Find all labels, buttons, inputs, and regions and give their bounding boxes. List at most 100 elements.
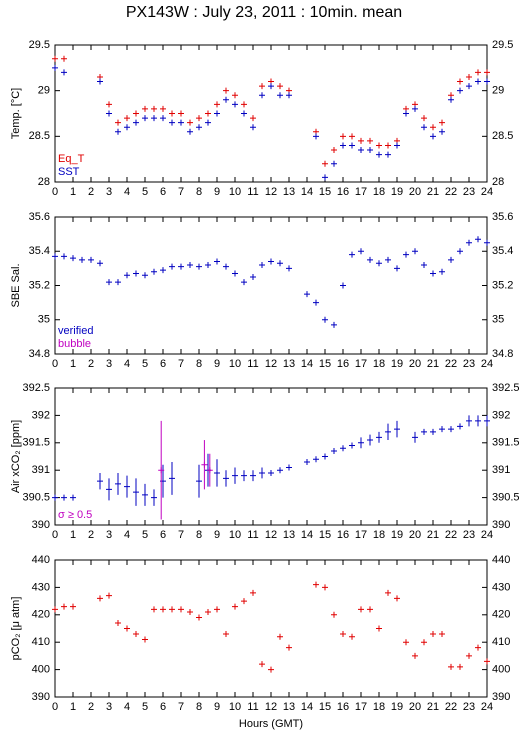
- point: [358, 606, 364, 613]
- x-tick-label: 12: [265, 358, 277, 370]
- y-axis-label: Air xCO₂ [ppm]: [10, 420, 22, 493]
- y-tick-label: 29: [38, 85, 50, 97]
- point: [115, 119, 121, 126]
- x-tick-label: 2: [88, 358, 94, 370]
- x-tick-label: 3: [106, 186, 112, 198]
- point: [115, 279, 121, 286]
- point: [313, 456, 319, 463]
- point: [457, 248, 463, 255]
- y-tick-label: 390: [32, 519, 50, 531]
- point: [412, 652, 418, 659]
- x-tick-label: 11: [247, 358, 258, 370]
- x-tick-label: 7: [178, 701, 184, 713]
- x-tick-label: 8: [196, 186, 202, 198]
- legend-entry: Eq_T: [58, 153, 85, 165]
- y-tick-label: 35.4: [29, 245, 50, 257]
- x-tick-label: 0: [52, 186, 58, 198]
- point: [331, 321, 337, 328]
- point: [241, 110, 247, 117]
- x-tick-label: 8: [196, 358, 202, 370]
- y-axis-label: SBE Sal.: [10, 263, 22, 307]
- x-tick-label: 14: [301, 358, 313, 370]
- point: [97, 595, 103, 602]
- point: [448, 256, 454, 263]
- point: [70, 255, 76, 262]
- x-tick-label: 2: [88, 529, 94, 541]
- point: [187, 609, 193, 616]
- x-tick-label: 17: [355, 186, 367, 198]
- x-tick-label: 15: [319, 701, 331, 713]
- y-tick-label: 400: [492, 664, 510, 676]
- x-tick-label: 7: [178, 529, 184, 541]
- point: [169, 606, 175, 613]
- point: [484, 239, 490, 246]
- point: [97, 78, 103, 85]
- point: [403, 639, 409, 646]
- point: [322, 453, 328, 460]
- point: [142, 491, 148, 498]
- point: [385, 589, 391, 596]
- point: [214, 258, 220, 265]
- x-tick-label: 17: [355, 701, 367, 713]
- point: [160, 115, 166, 122]
- y-tick-label: 420: [32, 609, 50, 621]
- x-tick-label: 3: [106, 358, 112, 370]
- point: [430, 270, 436, 277]
- point: [133, 110, 139, 117]
- x-tick-label: 21: [427, 701, 439, 713]
- point: [223, 630, 229, 637]
- x-tick-label: 4: [124, 529, 130, 541]
- x-tick-label: 16: [337, 358, 349, 370]
- point: [61, 253, 67, 260]
- point: [223, 475, 229, 482]
- point: [367, 606, 373, 613]
- x-tick-label: 10: [229, 186, 241, 198]
- x-tick-label: 20: [409, 358, 421, 370]
- point: [358, 137, 364, 144]
- point: [133, 630, 139, 637]
- point: [214, 110, 220, 117]
- point: [376, 260, 382, 267]
- plot-frame: [54, 559, 488, 698]
- point: [457, 78, 463, 85]
- point: [250, 273, 256, 280]
- point: [376, 151, 382, 158]
- point: [457, 663, 463, 670]
- point: [196, 124, 202, 131]
- point: [196, 263, 202, 270]
- point: [475, 78, 481, 85]
- plot-frame: [54, 44, 488, 183]
- y-tick-label: 34.8: [29, 348, 50, 360]
- x-tick-label: 12: [265, 186, 277, 198]
- point: [88, 256, 94, 263]
- y-tick-label: 35.2: [29, 279, 50, 291]
- point: [484, 417, 490, 424]
- point: [61, 494, 67, 501]
- point: [394, 426, 400, 433]
- x-tick-label: 8: [196, 529, 202, 541]
- point: [367, 137, 373, 144]
- y-tick-label: 390: [32, 691, 50, 703]
- point: [205, 110, 211, 117]
- point: [61, 603, 67, 610]
- x-tick-label: 7: [178, 358, 184, 370]
- y-tick-label: 35.4: [492, 245, 513, 257]
- point: [331, 448, 337, 455]
- y-tick-label: 391.5: [492, 437, 520, 449]
- point: [466, 417, 472, 424]
- y-tick-label: 390.5: [492, 492, 520, 504]
- point: [367, 437, 373, 444]
- point: [376, 434, 382, 441]
- y-tick-label: 28.5: [492, 130, 513, 142]
- point: [394, 595, 400, 602]
- point: [201, 461, 208, 468]
- point: [124, 625, 130, 632]
- point: [448, 663, 454, 670]
- point: [223, 96, 229, 103]
- point: [178, 119, 184, 126]
- x-tick-label: 22: [445, 701, 457, 713]
- point: [304, 291, 310, 298]
- point: [61, 69, 67, 76]
- x-tick-label: 23: [463, 701, 475, 713]
- point: [421, 124, 427, 131]
